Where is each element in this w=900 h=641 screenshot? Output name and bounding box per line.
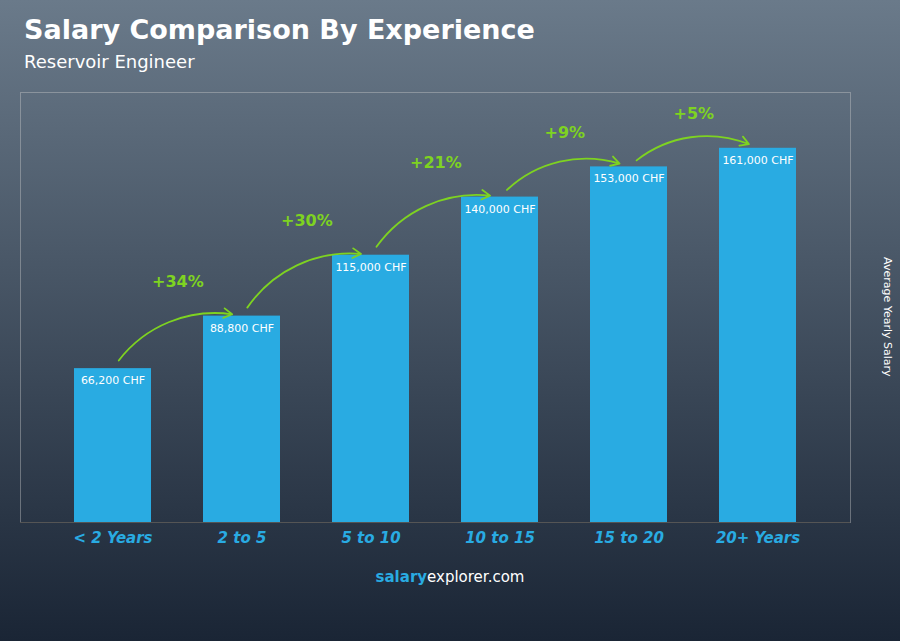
- svg-text:+9%: +9%: [545, 123, 586, 142]
- svg-text:5 to 10: 5 to 10: [341, 529, 400, 547]
- svg-text:+21%: +21%: [410, 153, 462, 172]
- svg-text:2 to 5: 2 to 5: [218, 529, 267, 547]
- svg-text:15 to 20: 15 to 20: [594, 529, 664, 547]
- svg-text:153,000 CHF: 153,000 CHF: [593, 172, 664, 185]
- html-text:Salary Comparison By Experienc: Salary Comparison By Experience: [24, 14, 535, 45]
- svg-text:+5%: +5%: [674, 104, 715, 123]
- svg-text:115,000 CHF: 115,000 CHF: [335, 261, 406, 274]
- svg-text:+30%: +30%: [281, 211, 333, 230]
- svg-text:20+ Years: 20+ Years: [716, 529, 800, 547]
- svg-text:10 to 15: 10 to 15: [465, 529, 535, 547]
- html-text:Average Yearly Salary: Average Yearly Salary: [881, 257, 894, 377]
- svg-text:140,000 CHF: 140,000 CHF: [464, 203, 535, 216]
- html-text:Reservoir Engineer: Reservoir Engineer: [24, 51, 195, 72]
- html-text:salary explorer.com: salary explorer.com: [375, 568, 525, 586]
- svg-text:+34%: +34%: [152, 272, 204, 291]
- svg-text:66,200 CHF: 66,200 CHF: [81, 374, 145, 387]
- svg-text:88,800 CHF: 88,800 CHF: [210, 322, 274, 335]
- svg-text:< 2 Years: < 2 Years: [74, 529, 153, 547]
- svg-text:161,000 CHF: 161,000 CHF: [722, 154, 793, 167]
